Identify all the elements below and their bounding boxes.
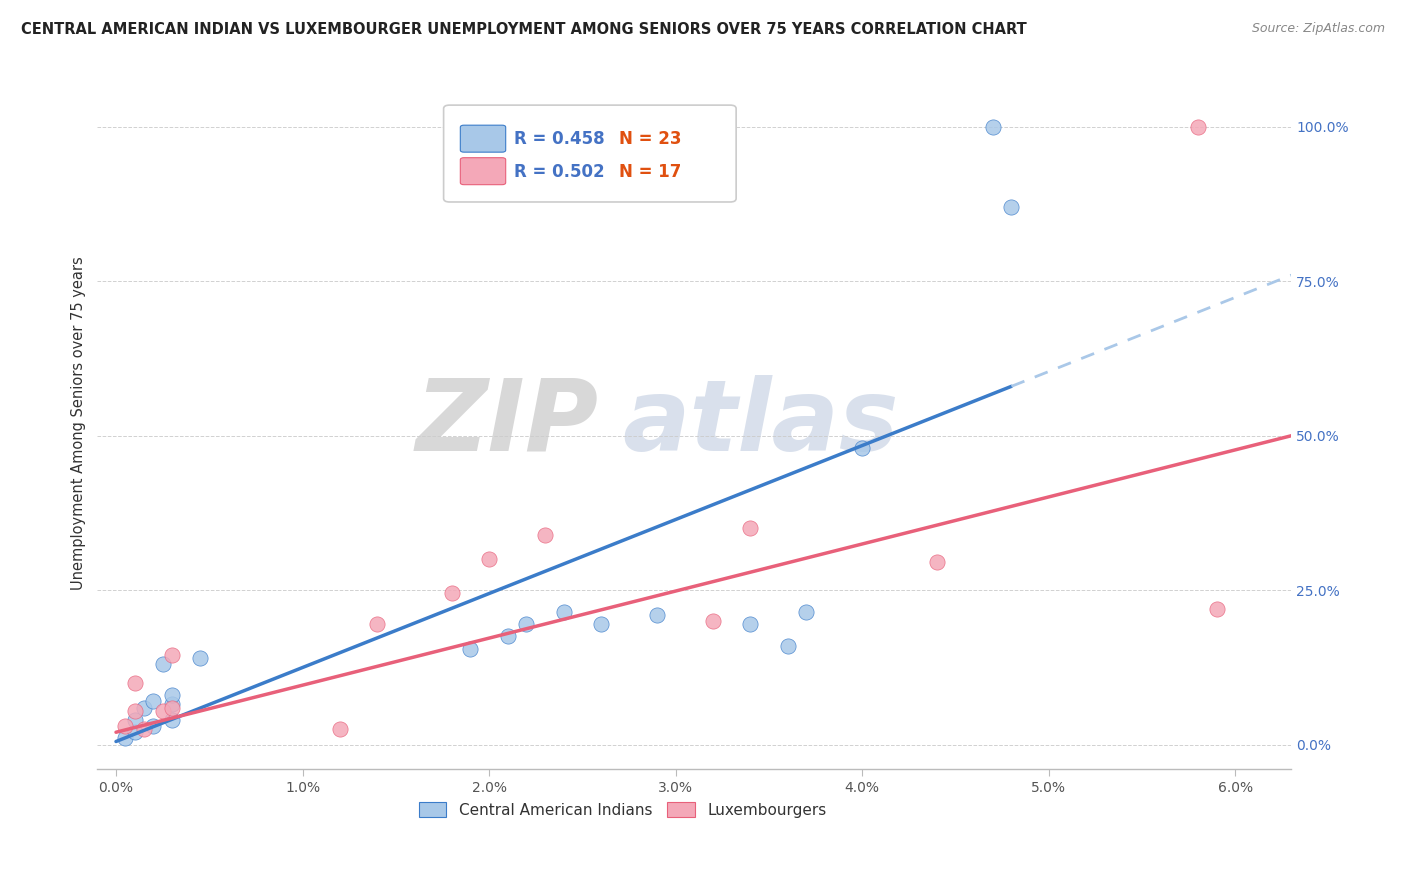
Point xyxy=(329,722,352,736)
Text: R = 0.458: R = 0.458 xyxy=(515,130,605,148)
Point xyxy=(553,605,575,619)
Point xyxy=(776,639,799,653)
Point xyxy=(160,713,183,727)
Text: CENTRAL AMERICAN INDIAN VS LUXEMBOURGER UNEMPLOYMENT AMONG SENIORS OVER 75 YEARS: CENTRAL AMERICAN INDIAN VS LUXEMBOURGER … xyxy=(21,22,1026,37)
Point xyxy=(142,694,165,708)
FancyBboxPatch shape xyxy=(460,158,506,185)
Point xyxy=(851,441,873,455)
Point xyxy=(534,527,557,541)
Text: Source: ZipAtlas.com: Source: ZipAtlas.com xyxy=(1251,22,1385,36)
Point xyxy=(152,657,174,672)
Point xyxy=(478,552,501,566)
Point xyxy=(515,617,537,632)
Point xyxy=(114,719,136,733)
Point xyxy=(460,641,482,656)
Point xyxy=(124,713,146,727)
Point xyxy=(589,617,612,632)
Text: ZIP: ZIP xyxy=(416,375,599,472)
Point xyxy=(925,555,948,569)
Point xyxy=(645,607,668,622)
Point xyxy=(124,725,146,739)
Point xyxy=(124,675,146,690)
Y-axis label: Unemployment Among Seniors over 75 years: Unemployment Among Seniors over 75 years xyxy=(72,257,86,591)
Point xyxy=(152,704,174,718)
Text: atlas: atlas xyxy=(623,375,900,472)
Point xyxy=(740,617,762,632)
Point xyxy=(981,120,1004,134)
Point xyxy=(794,605,817,619)
Text: N = 17: N = 17 xyxy=(619,162,682,180)
Point xyxy=(1000,200,1022,214)
Point xyxy=(366,617,388,632)
Text: R = 0.502: R = 0.502 xyxy=(515,162,605,180)
Point xyxy=(132,700,155,714)
Point xyxy=(142,719,165,733)
Point xyxy=(160,700,183,714)
Point xyxy=(132,722,155,736)
Point xyxy=(702,614,724,628)
Point xyxy=(740,521,762,535)
FancyBboxPatch shape xyxy=(460,125,506,153)
FancyBboxPatch shape xyxy=(444,105,737,202)
Point xyxy=(188,651,211,665)
Point xyxy=(160,698,183,712)
Point xyxy=(440,586,463,600)
Point xyxy=(1187,120,1209,134)
Point xyxy=(114,731,136,746)
Point xyxy=(1205,601,1227,615)
Point xyxy=(160,688,183,702)
Legend: Central American Indians, Luxembourgers: Central American Indians, Luxembourgers xyxy=(413,796,832,824)
Point xyxy=(160,648,183,662)
Point xyxy=(496,630,519,644)
Text: N = 23: N = 23 xyxy=(619,130,682,148)
Point xyxy=(124,704,146,718)
